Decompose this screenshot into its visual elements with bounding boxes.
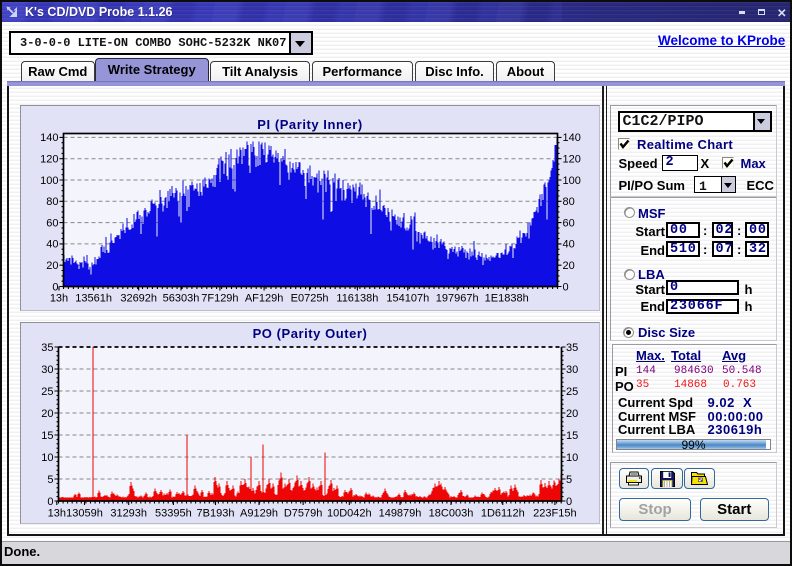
svg-text:35: 35 xyxy=(41,342,53,354)
svg-text:60: 60 xyxy=(46,217,58,229)
svg-text:0: 0 xyxy=(52,281,58,293)
svg-text:1D6112h: 1D6112h xyxy=(481,508,525,520)
svg-text:80: 80 xyxy=(563,196,575,208)
svg-text:56303h: 56303h xyxy=(163,293,200,305)
svg-text:60: 60 xyxy=(563,217,575,229)
svg-text:100: 100 xyxy=(563,175,581,187)
svg-text:40: 40 xyxy=(46,239,58,251)
svg-text:15: 15 xyxy=(566,430,578,442)
svg-text:5: 5 xyxy=(47,474,53,486)
svg-text:30: 30 xyxy=(566,364,578,376)
svg-text:20: 20 xyxy=(41,408,53,420)
svg-text:10: 10 xyxy=(566,452,578,464)
svg-text:13h: 13h xyxy=(50,293,68,305)
svg-text:140: 140 xyxy=(40,132,58,144)
svg-text:13h: 13h xyxy=(48,508,66,520)
svg-text:197967h: 197967h xyxy=(436,293,479,305)
svg-text:25: 25 xyxy=(41,386,53,398)
svg-text:18C003h: 18C003h xyxy=(429,508,474,520)
svg-text:7B193h: 7B193h xyxy=(197,508,235,520)
svg-text:30: 30 xyxy=(41,364,53,376)
svg-text:40: 40 xyxy=(563,239,575,251)
svg-text:25: 25 xyxy=(566,386,578,398)
svg-text:223F15h: 223F15h xyxy=(533,508,576,520)
svg-text:20: 20 xyxy=(46,260,58,272)
svg-text:10D042h: 10D042h xyxy=(327,508,372,520)
svg-text:15: 15 xyxy=(41,430,53,442)
svg-text:31293h: 31293h xyxy=(110,508,147,520)
svg-text:35: 35 xyxy=(566,342,578,354)
svg-text:0: 0 xyxy=(47,496,53,508)
svg-text:53395h: 53395h xyxy=(155,508,192,520)
svg-text:120: 120 xyxy=(40,154,58,166)
svg-text:140: 140 xyxy=(563,132,581,144)
svg-text:20: 20 xyxy=(566,408,578,420)
svg-text:149879h: 149879h xyxy=(379,508,422,520)
svg-text:AF129h: AF129h xyxy=(245,293,284,305)
svg-text:E0725h: E0725h xyxy=(291,293,329,305)
svg-text:10: 10 xyxy=(41,452,53,464)
svg-text:154107h: 154107h xyxy=(386,293,429,305)
svg-text:5: 5 xyxy=(566,474,572,486)
svg-text:0: 0 xyxy=(563,281,569,293)
svg-text:20: 20 xyxy=(563,260,575,272)
svg-text:13059h: 13059h xyxy=(66,508,103,520)
svg-text:100: 100 xyxy=(40,175,58,187)
svg-text:D7579h: D7579h xyxy=(284,508,323,520)
svg-text:32692h: 32692h xyxy=(120,293,157,305)
svg-text:0: 0 xyxy=(566,496,572,508)
svg-text:13561h: 13561h xyxy=(75,293,112,305)
svg-text:116138h: 116138h xyxy=(336,293,378,305)
svg-text:7F129h: 7F129h xyxy=(201,293,238,305)
svg-text:A9129h: A9129h xyxy=(240,508,278,520)
svg-text:1E1838h: 1E1838h xyxy=(485,293,529,305)
svg-text:80: 80 xyxy=(46,196,58,208)
svg-text:120: 120 xyxy=(563,154,581,166)
